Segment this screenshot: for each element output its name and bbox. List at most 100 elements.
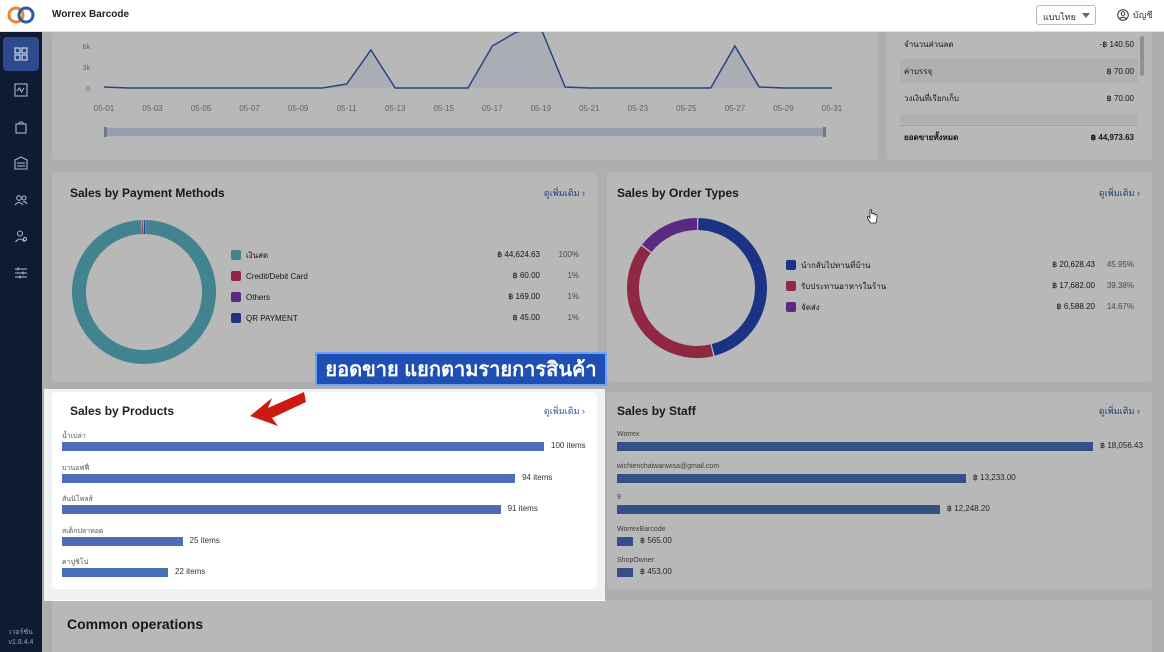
summary-row-discount: จำนวนส่วนลด -฿ 140.50 <box>900 32 1138 56</box>
bar-value: 100 items <box>551 441 586 450</box>
y-tick-label: 0 <box>86 86 90 93</box>
legend-item[interactable]: เงินสด <box>231 249 268 261</box>
user-icon <box>1117 9 1129 21</box>
legend-swatch <box>786 302 796 312</box>
order-donut-chart <box>627 218 767 358</box>
account-button[interactable]: บัญชี <box>1117 8 1153 22</box>
sidebar-item-orders[interactable] <box>3 110 39 144</box>
bar-label: คาปูชิโน่ <box>62 559 89 566</box>
zoom-handle-left[interactable] <box>104 127 107 137</box>
highlight-frame <box>44 389 605 601</box>
legend-label: นำกลับไปทานที่บ้าน <box>801 260 871 270</box>
bar[interactable] <box>617 536 633 546</box>
x-tick-label: 05-05 <box>191 104 212 113</box>
bag-icon <box>15 121 27 134</box>
legend-item[interactable]: นำกลับไปทานที่บ้าน <box>786 259 870 271</box>
x-tick-label: 05-27 <box>725 104 746 113</box>
bar-label: wichienchaiwanwisa@gmail.com <box>617 462 720 470</box>
bar-value: 94 items <box>522 472 553 482</box>
bar-label: สันนิโหลส์ <box>62 496 93 503</box>
see-more-link[interactable]: ดูเพิ่มเติม › <box>1098 406 1140 416</box>
legend-label: Others <box>246 292 271 302</box>
summary-label: วงเงินที่เรียกเก็บ <box>904 93 959 103</box>
x-tick-label: 05-21 <box>579 104 600 113</box>
sidebar-item-customers[interactable] <box>3 183 39 217</box>
y-tick-label: 3k <box>83 65 91 72</box>
card-title: Sales by Products <box>70 404 175 418</box>
sidebar-item-dashboard[interactable] <box>3 37 39 71</box>
bar[interactable] <box>617 568 633 577</box>
sidebar-item-settings[interactable] <box>3 256 39 290</box>
zoom-slider[interactable] <box>104 128 826 136</box>
bar[interactable] <box>62 473 516 483</box>
legend-value: ฿ 17,682.00 <box>1052 281 1095 290</box>
legend-value: ฿ 45.00 <box>512 313 540 322</box>
summary-label: ยอดขายทั้งหมด <box>904 133 959 142</box>
legend-percent: 39.38% <box>1106 281 1134 290</box>
legend-percent: 14.67% <box>1106 302 1134 311</box>
legend-value: ฿ 44,624.63 <box>497 250 540 259</box>
x-tick-label: 05-19 <box>531 104 552 113</box>
legend-value: ฿ 60.00 <box>512 271 540 280</box>
x-tick-label: 05-23 <box>628 104 649 113</box>
legend-percent: 1% <box>567 313 579 322</box>
summary-label: จำนวนส่วนลด <box>904 39 954 49</box>
legend-item[interactable]: รับประทานอาหารในร้าน <box>786 280 886 292</box>
bar[interactable] <box>617 505 940 514</box>
bar[interactable] <box>617 473 966 483</box>
customers-icon <box>14 195 28 206</box>
summary-row-total: ยอดขายทั้งหมด ฿ 44,973.63 <box>900 125 1138 149</box>
summary-scrollbar[interactable] <box>1140 36 1144 76</box>
summary-value: ฿ 70.00 <box>1106 93 1134 103</box>
legend-label: จัดส่ง <box>801 302 820 312</box>
legend-item[interactable]: QR PAYMENT <box>231 312 298 324</box>
summary-card: จำนวนส่วนลด -฿ 140.50 ค่าบรรจุ ฿ 70.00 ว… <box>886 32 1152 160</box>
x-tick-label: 05-13 <box>385 104 406 113</box>
donut-slice[interactable] <box>698 218 767 356</box>
see-more-link[interactable]: ดูเพิ่มเติม › <box>1098 188 1140 198</box>
bar[interactable] <box>62 442 544 451</box>
bar[interactable] <box>62 536 183 546</box>
bar-value: ฿ 12,248.20 <box>946 504 990 513</box>
x-tick-label: 05-09 <box>288 104 309 113</box>
card-title: Sales by Order Types <box>617 186 739 200</box>
bar-value: 25 items <box>189 535 220 545</box>
daily-sales-chart: 6k 3k 0 05-01 05-03 05-05 05-07 05-09 05-11 05-13… <box>83 27 843 137</box>
products-card: Sales by Products ดูเพิ่มเติม › น้ำเปล่า… <box>52 392 597 589</box>
legend-item[interactable]: Others <box>231 291 270 303</box>
legend-percent: 45.95% <box>1106 260 1134 269</box>
legend-percent: 100% <box>558 250 579 259</box>
donut-slice[interactable] <box>642 218 698 253</box>
bar-label: น้ำเปล่า <box>62 433 86 440</box>
sidebar-item-activity[interactable] <box>3 73 39 107</box>
legend-swatch <box>231 292 241 302</box>
see-more-link[interactable]: ดูเพิ่มเติม › <box>543 406 585 416</box>
legend-percent: 1% <box>567 292 579 301</box>
bar[interactable] <box>62 505 501 514</box>
sidebar-item-staff[interactable] <box>3 219 39 253</box>
legend-item[interactable]: จัดส่ง <box>786 301 820 313</box>
bar-value: ฿ 18,056.43 <box>1100 441 1143 450</box>
bar[interactable] <box>62 568 169 577</box>
legend-swatch <box>231 250 241 260</box>
legend-percent: 1% <box>567 271 579 280</box>
donut-slice[interactable] <box>627 245 714 358</box>
legend-item[interactable]: Credit/Debit Card <box>231 270 308 282</box>
legend-value: ฿ 6,588.20 <box>1056 302 1095 311</box>
summary-value: ฿ 70.00 <box>1106 66 1134 76</box>
language-select[interactable]: แบบไทย <box>1036 5 1096 25</box>
see-more-link[interactable]: ดูเพิ่มเติม › <box>543 188 585 198</box>
staff-card: Sales by Staff ดูเพิ่มเติม › Worrex ฿ 18,… <box>607 392 1152 589</box>
card-title: Sales by Payment Methods <box>70 186 225 200</box>
donut-slice[interactable] <box>72 220 216 364</box>
sidebar: เวอร์ชัน v1.8.4.4 <box>0 32 42 652</box>
order-types-card: Sales by Order Types ดูเพิ่มเติม › นำกลั… <box>607 172 1152 382</box>
bar-label: 9 <box>617 494 621 501</box>
zoom-handle-right[interactable] <box>823 127 826 137</box>
bar-label: บานอฟฟี่ <box>62 464 90 472</box>
bar-label: Worrex <box>617 431 640 438</box>
x-tick-label: 05-01 <box>94 104 115 113</box>
bar-label: สเต็กปลาทอด <box>62 527 104 535</box>
sidebar-item-inventory[interactable] <box>3 146 39 180</box>
bar[interactable] <box>617 442 1093 451</box>
